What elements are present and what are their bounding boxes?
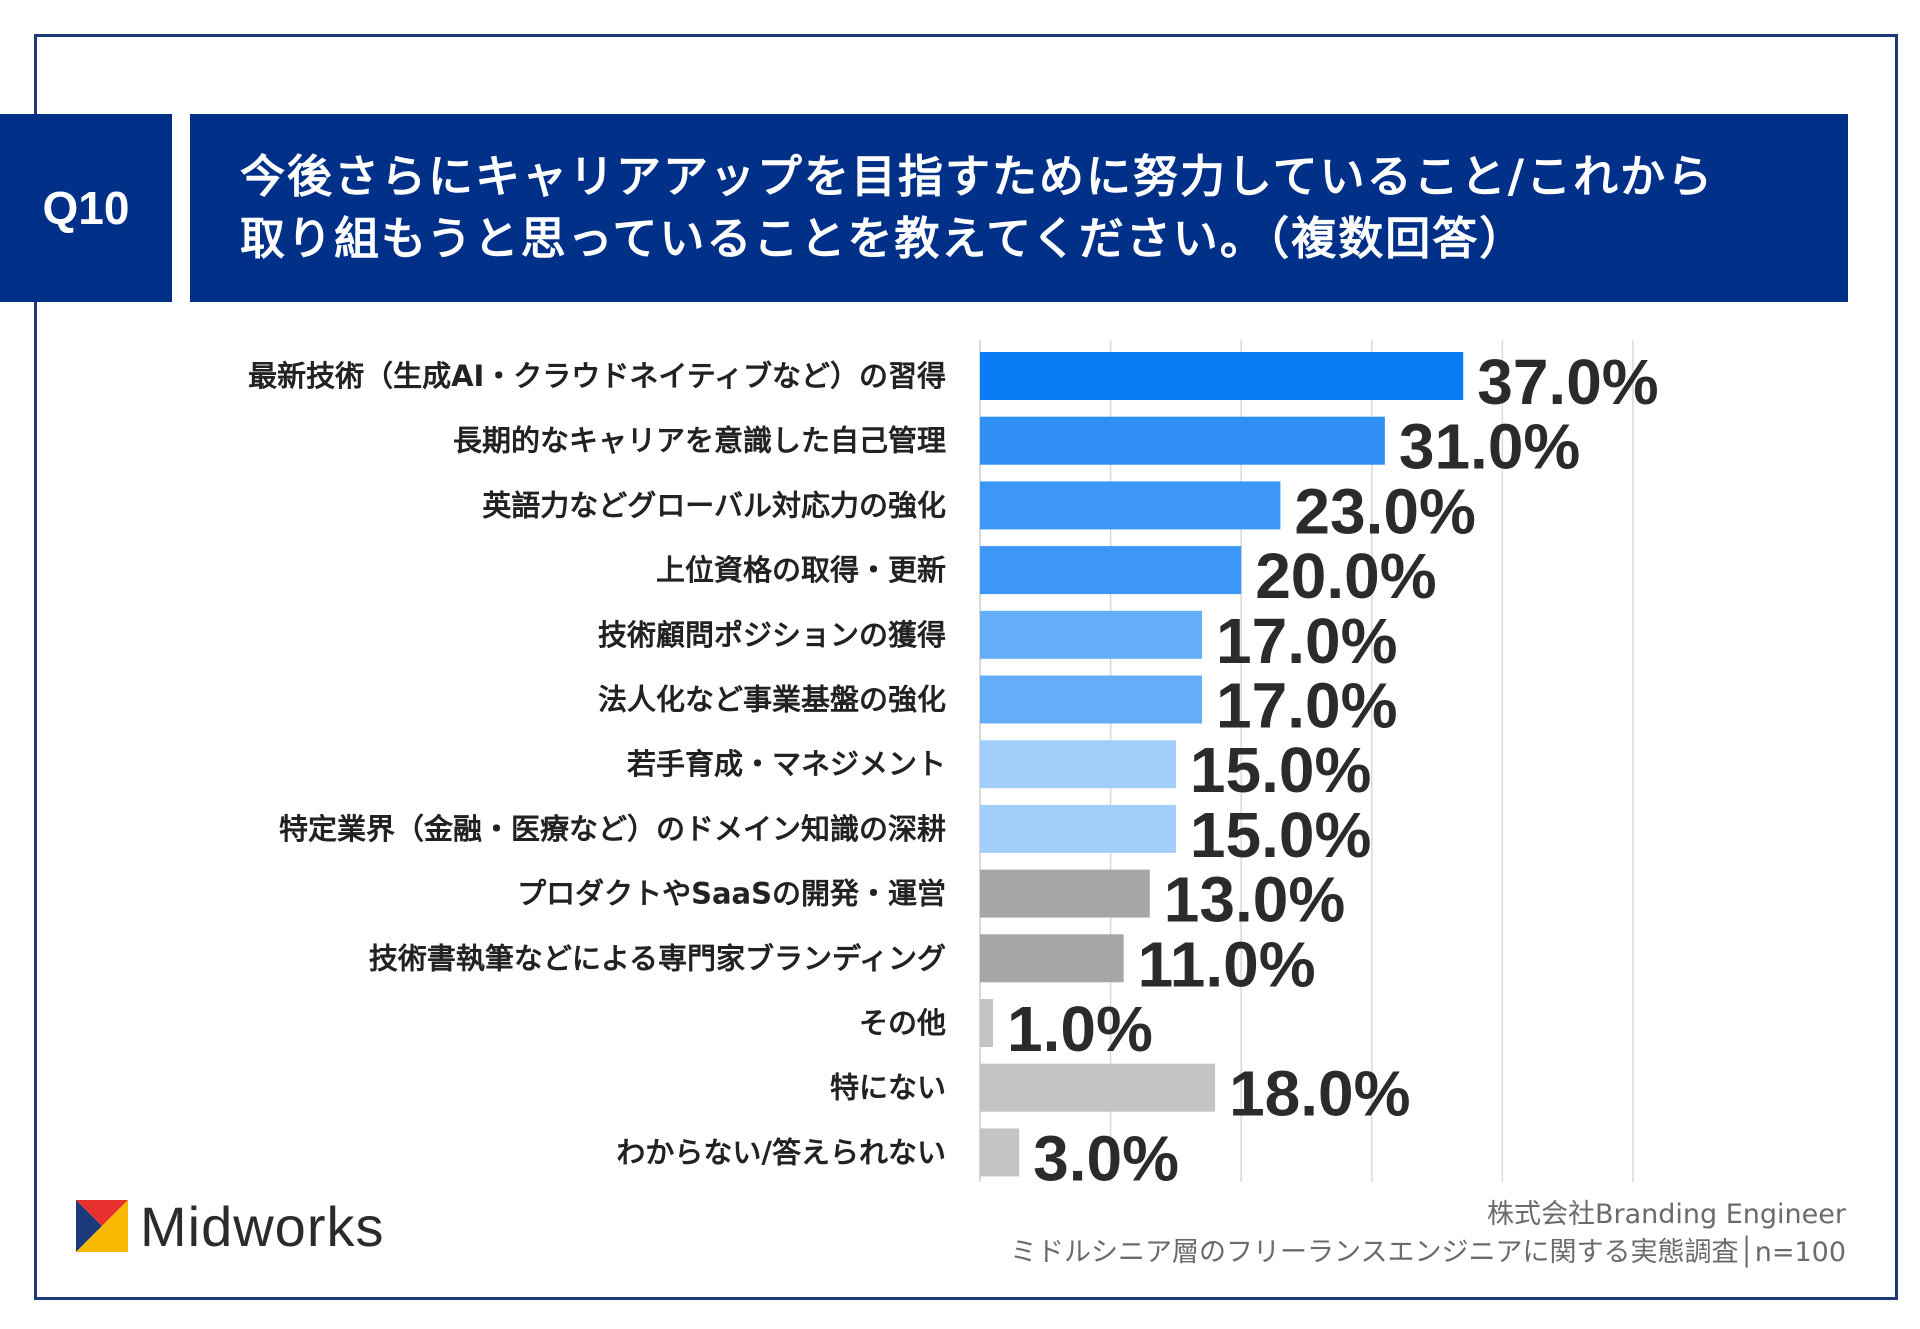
question-number-box: Q10 (0, 114, 172, 302)
value-label: 15.0% (1190, 734, 1371, 806)
value-label: 3.0% (1033, 1122, 1179, 1194)
value-label: 11.0% (1138, 928, 1316, 1000)
question-title-line-1: 今後さらにキャリアアップを目指すために努力していること/これから (240, 150, 1715, 203)
category-label: 長期的なキャリアを意識した自己管理 (453, 424, 946, 458)
chart-frame (34, 34, 1898, 1300)
category-label: 若手育成・マネジメント (627, 747, 946, 781)
bar (980, 1063, 1216, 1112)
value-label: 20.0% (1255, 540, 1436, 612)
bar (980, 352, 1464, 400)
source-footer: 株式会社Branding Engineer ミドルシニア層のフリーランスエンジニ… (1010, 1196, 1846, 1272)
value-label: 1.0% (1007, 993, 1153, 1065)
value-label: 17.0% (1216, 670, 1397, 742)
bar (980, 675, 1203, 724)
bar (980, 481, 1281, 530)
bar (980, 999, 994, 1047)
bar (980, 869, 1150, 918)
bar (980, 804, 1176, 853)
bar (980, 740, 1176, 789)
question-title-box: 今後さらにキャリアアップを目指すために努力していること/これから 取り組もうと思… (190, 114, 1848, 302)
footer-company: 株式会社Branding Engineer (1486, 1199, 1846, 1230)
category-label: 技術書執筆などによる専門家ブランディング (369, 941, 946, 975)
footer-survey: ミドルシニア層のフリーランスエンジニアに関する実態調査│n=100 (1010, 1237, 1846, 1268)
value-label: 17.0% (1216, 605, 1397, 677)
category-label: 特にない (830, 1071, 946, 1105)
value-label: 37.0% (1477, 346, 1658, 418)
category-label: 最新技術（生成AI・クラウドネイティブなど）の習得 (248, 359, 946, 393)
category-label: 英語力などグローバル対応力の強化 (482, 488, 946, 522)
bar (980, 934, 1124, 983)
category-label: プロダクトやSaaSの開発・運営 (517, 877, 946, 911)
value-label: 23.0% (1294, 475, 1475, 547)
question-number: Q10 (42, 182, 130, 234)
category-label: 法人化など事業基盤の強化 (598, 683, 946, 717)
bar (980, 416, 1385, 465)
bar (980, 546, 1242, 595)
value-label: 31.0% (1399, 411, 1580, 483)
bar (980, 1128, 1020, 1177)
value-label: 13.0% (1164, 864, 1345, 936)
category-label: 上位資格の取得・更新 (656, 553, 946, 587)
category-label: わからない/答えられない (616, 1135, 946, 1169)
category-label: 特定業界（金融・医療など）のドメイン知識の深耕 (279, 812, 946, 846)
company-logo: Midworks (76, 1194, 385, 1258)
question-title-line-2: 取り組もうと思っていることを教えてください。（複数回答） (240, 212, 1527, 265)
value-label: 15.0% (1190, 799, 1371, 871)
category-label: 技術顧問ポジションの獲得 (598, 618, 946, 652)
midworks-logo-icon (76, 1200, 128, 1252)
bar (980, 610, 1203, 659)
value-label: 18.0% (1229, 1058, 1410, 1130)
category-label: その他 (859, 1006, 946, 1040)
logo-text: Midworks (140, 1194, 385, 1258)
